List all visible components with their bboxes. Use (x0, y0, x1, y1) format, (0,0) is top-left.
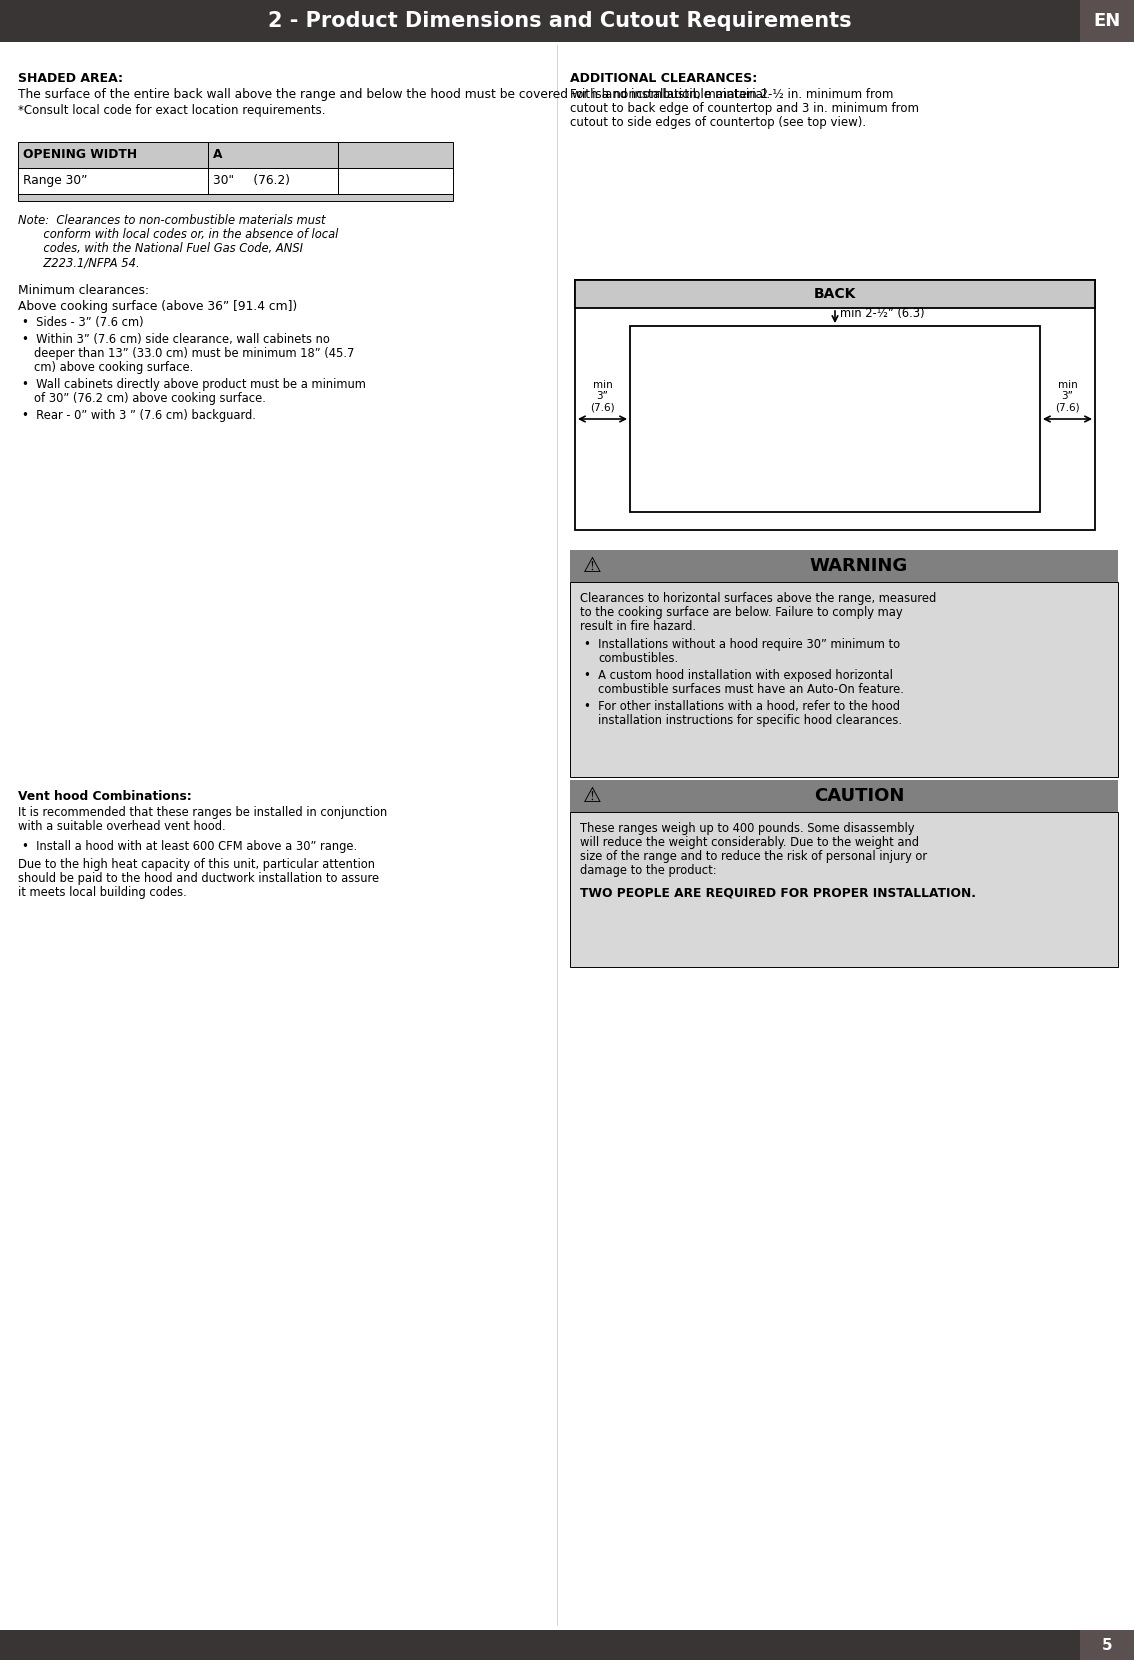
Text: Range 30”: Range 30” (23, 174, 87, 188)
Bar (1080, 0, 1134, 42)
Text: min 2-½” (6.3): min 2-½” (6.3) (840, 307, 924, 319)
Text: CAUTION: CAUTION (814, 787, 904, 805)
Text: Minimum clearances:: Minimum clearances: (18, 284, 149, 297)
Text: 2 - Product Dimensions and Cutout Requirements: 2 - Product Dimensions and Cutout Requir… (268, 12, 852, 32)
Text: •  A custom hood installation with exposed horizontal: • A custom hood installation with expose… (584, 669, 892, 682)
Bar (208, 143, 338, 168)
Text: size of the range and to reduce the risk of personal injury or: size of the range and to reduce the risk… (579, 850, 928, 863)
Bar (18, 143, 208, 168)
Bar (575, 281, 1095, 309)
Text: will reduce the weight considerably. Due to the weight and: will reduce the weight considerably. Due… (579, 837, 919, 848)
Text: WARNING: WARNING (810, 558, 908, 574)
Text: OPENING WIDTH: OPENING WIDTH (23, 148, 137, 161)
Text: damage to the product:: damage to the product: (579, 863, 717, 876)
Bar (575, 281, 1095, 530)
Text: BACK: BACK (814, 287, 856, 300)
Text: ⚠: ⚠ (583, 556, 601, 576)
Text: Vent hood Combinations:: Vent hood Combinations: (18, 790, 192, 803)
Bar (18, 194, 452, 201)
Text: codes, with the National Fuel Gas Code, ANSI: codes, with the National Fuel Gas Code, … (18, 242, 303, 256)
Text: 5: 5 (1102, 1637, 1112, 1652)
Text: Above cooking surface (above 36” [91.4 cm]): Above cooking surface (above 36” [91.4 c… (18, 300, 297, 314)
Text: ⚠: ⚠ (583, 785, 601, 807)
Bar (0, 0, 1134, 42)
Bar (570, 583, 1118, 777)
Text: should be paid to the hood and ductwork installation to assure: should be paid to the hood and ductwork … (18, 872, 379, 885)
Bar (0, 1630, 1134, 1660)
Text: combustible surfaces must have an Auto-On feature.: combustible surfaces must have an Auto-O… (598, 682, 904, 696)
Bar (570, 549, 1118, 583)
Text: SHADED AREA:: SHADED AREA: (18, 71, 122, 85)
Text: with a suitable overhead vent hood.: with a suitable overhead vent hood. (18, 820, 226, 833)
Text: result in fire hazard.: result in fire hazard. (579, 619, 696, 632)
Text: deeper than 13” (33.0 cm) must be minimum 18” (45.7: deeper than 13” (33.0 cm) must be minimu… (34, 347, 354, 360)
Bar (338, 168, 452, 194)
Text: •  Rear - 0” with 3 ” (7.6 cm) backguard.: • Rear - 0” with 3 ” (7.6 cm) backguard. (22, 408, 256, 422)
Text: Z223.1/NFPA 54.: Z223.1/NFPA 54. (18, 256, 139, 269)
Bar (1080, 1630, 1134, 1660)
Text: •  Wall cabinets directly above product must be a minimum: • Wall cabinets directly above product m… (22, 378, 366, 392)
Text: min
3”
(7.6): min 3” (7.6) (1056, 380, 1080, 413)
Text: conform with local codes or, in the absence of local: conform with local codes or, in the abse… (18, 227, 338, 241)
Bar (208, 168, 338, 194)
Text: Clearances to horizontal surfaces above the range, measured: Clearances to horizontal surfaces above … (579, 593, 937, 604)
Bar (338, 143, 452, 168)
Text: *Consult local code for exact location requirements.: *Consult local code for exact location r… (18, 105, 325, 116)
Text: cutout to back edge of countertop and 3 in. minimum from: cutout to back edge of countertop and 3 … (570, 101, 919, 115)
Text: to the cooking surface are below. Failure to comply may: to the cooking surface are below. Failur… (579, 606, 903, 619)
Text: It is recommended that these ranges be installed in conjunction: It is recommended that these ranges be i… (18, 807, 387, 818)
Text: installation instructions for specific hood clearances.: installation instructions for specific h… (598, 714, 902, 727)
Bar (570, 812, 1118, 968)
Bar (18, 168, 208, 194)
Text: cutout to side edges of countertop (see top view).: cutout to side edges of countertop (see … (570, 116, 866, 129)
Text: Note:  Clearances to non-combustible materials must: Note: Clearances to non-combustible mate… (18, 214, 325, 227)
Text: •  Installations without a hood require 30” minimum to: • Installations without a hood require 3… (584, 637, 900, 651)
Text: •  Within 3” (7.6 cm) side clearance, wall cabinets no: • Within 3” (7.6 cm) side clearance, wal… (22, 334, 330, 345)
Bar (631, 325, 1040, 511)
Text: min
3”
(7.6): min 3” (7.6) (590, 380, 615, 413)
Text: The surface of the entire back wall above the range and below the hood must be c: The surface of the entire back wall abov… (18, 88, 770, 101)
Text: •  For other installations with a hood, refer to the hood: • For other installations with a hood, r… (584, 701, 900, 714)
Text: cm) above cooking surface.: cm) above cooking surface. (34, 360, 193, 374)
Text: A: A (213, 148, 222, 161)
Text: •  Install a hood with at least 600 CFM above a 30” range.: • Install a hood with at least 600 CFM a… (22, 840, 357, 853)
Text: ADDITIONAL CLEARANCES:: ADDITIONAL CLEARANCES: (570, 71, 758, 85)
Text: Due to the high heat capacity of this unit, particular attention: Due to the high heat capacity of this un… (18, 858, 375, 872)
Text: 30"     (76.2): 30" (76.2) (213, 174, 290, 188)
Text: combustibles.: combustibles. (598, 652, 678, 666)
Text: EN: EN (1093, 12, 1120, 30)
Text: These ranges weigh up to 400 pounds. Some disassembly: These ranges weigh up to 400 pounds. Som… (579, 822, 914, 835)
Text: For island installation, maintain 2-½ in. minimum from: For island installation, maintain 2-½ in… (570, 88, 894, 101)
Text: of 30” (76.2 cm) above cooking surface.: of 30” (76.2 cm) above cooking surface. (34, 392, 265, 405)
Text: TWO PEOPLE ARE REQUIRED FOR PROPER INSTALLATION.: TWO PEOPLE ARE REQUIRED FOR PROPER INSTA… (579, 886, 976, 900)
Text: •  Sides - 3” (7.6 cm): • Sides - 3” (7.6 cm) (22, 315, 144, 329)
Text: it meets local building codes.: it meets local building codes. (18, 886, 187, 900)
Bar (570, 780, 1118, 812)
